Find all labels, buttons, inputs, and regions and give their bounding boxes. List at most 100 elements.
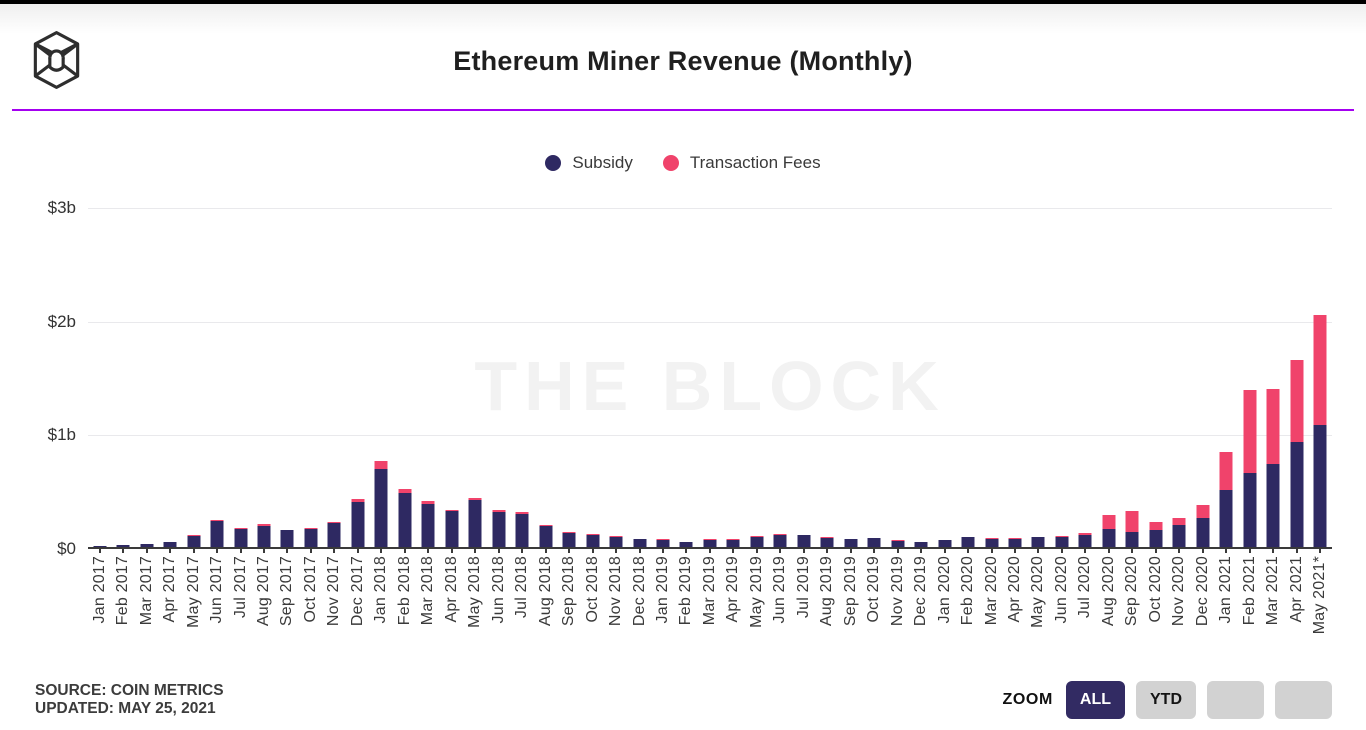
x-label: May 2017 (184, 556, 202, 628)
source-line: SOURCE: COIN METRICS (35, 681, 224, 699)
axis-tick (708, 549, 711, 553)
axis-tick (1272, 549, 1275, 553)
fees-segment (609, 536, 623, 538)
subsidy-segment (1243, 473, 1257, 547)
bar-jul-2019 (792, 208, 815, 547)
x-label: Aug 2018 (536, 556, 554, 627)
zoom-button-ytd[interactable]: YTD (1136, 681, 1196, 719)
bar-mar-2019 (698, 208, 721, 547)
axis-tick (450, 549, 453, 553)
axis-tick (474, 549, 477, 553)
x-label: Jun 2018 (489, 556, 507, 624)
fees-segment (374, 461, 388, 469)
x-label: Jan 2020 (935, 556, 953, 624)
fees-segment (492, 509, 506, 512)
fees-segment (1125, 510, 1139, 532)
axis-tick (591, 549, 594, 553)
x-label: Sep 2018 (560, 556, 578, 627)
axis-tick (873, 549, 876, 553)
axis-tick (943, 549, 946, 553)
updated-line: UPDATED: MAY 25, 2021 (35, 700, 216, 717)
x-label: Jan 2018 (372, 556, 390, 624)
subsidy-segment (1125, 531, 1139, 547)
y-tick-2b: $2b (47, 311, 76, 331)
subsidy-segment (398, 492, 412, 547)
bar-feb-2019 (675, 208, 698, 547)
axis-tick (521, 549, 524, 553)
subsidy-segment (656, 539, 670, 547)
bar-jun-2018 (487, 208, 510, 547)
plot-area: THE BLOCK (88, 208, 1332, 549)
fees-segment (1219, 451, 1233, 490)
bar-aug-2020 (1097, 208, 1120, 547)
x-label: Apr 2017 (161, 556, 179, 623)
top-strip (0, 0, 1366, 4)
x-label: Mar 2018 (419, 556, 437, 626)
subsidy-segment (844, 538, 858, 547)
x-label: Mar 2021 (1264, 556, 1282, 626)
legend-item-transaction-fees[interactable]: Transaction Fees (662, 153, 821, 173)
legend-label-subsidy: Subsidy (572, 153, 633, 172)
x-label: Oct 2017 (301, 556, 319, 623)
x-label: Jul 2019 (794, 556, 812, 619)
axis-tick (732, 549, 735, 553)
zoom-button-blank-2[interactable] (1207, 681, 1264, 719)
x-label: Jan 2021 (1217, 556, 1235, 624)
zoom-button-blank-3[interactable] (1275, 681, 1332, 719)
x-label: Mar 2019 (700, 556, 718, 626)
fees-segment (1031, 536, 1045, 538)
subsidy-segment (773, 534, 787, 547)
zoom-button-all[interactable]: ALL (1065, 681, 1125, 719)
subsidy-segment (797, 535, 811, 547)
subsidy-segment (633, 539, 647, 547)
subsidy-segment (679, 542, 693, 547)
fees-segment (985, 538, 999, 539)
subsidy-segment (210, 520, 224, 547)
legend-label-transaction-fees: Transaction Fees (689, 153, 821, 172)
subsidy-segment (562, 532, 576, 547)
x-label: Jan 2017 (90, 556, 108, 624)
bar-jul-2018 (510, 208, 533, 547)
bar-jul-2020 (1074, 208, 1097, 547)
subsidy-segment (1149, 529, 1163, 547)
fees-segment (304, 528, 318, 529)
subsidy-segment (586, 534, 600, 547)
legend-item-subsidy[interactable]: Subsidy (545, 153, 633, 173)
bar-aug-2017 (252, 208, 275, 547)
axis-tick (216, 549, 219, 553)
axis-tick (333, 549, 336, 553)
legend: Subsidy Transaction Fees (0, 151, 1366, 175)
fees-segment (1149, 522, 1163, 530)
x-label: Aug 2017 (255, 556, 273, 627)
bar-nov-2018 (604, 208, 627, 547)
bar-dec-2018 (628, 208, 651, 547)
axis-tick (990, 549, 993, 553)
fees-segment (468, 497, 482, 501)
axis-tick (309, 549, 312, 553)
subsidy-segment (539, 525, 553, 547)
x-label: Nov 2017 (325, 556, 343, 627)
subsidy-segment (1196, 518, 1210, 547)
fees-segment (1078, 532, 1092, 535)
axis-tick (638, 549, 641, 553)
bar-oct-2017 (299, 208, 322, 547)
bar-aug-2018 (534, 208, 557, 547)
subsidy-segment (116, 545, 130, 547)
axis-tick (1319, 549, 1322, 553)
bar-feb-2017 (111, 208, 134, 547)
axis-tick (967, 549, 970, 553)
x-label: Sep 2019 (841, 556, 859, 627)
fees-segment (1102, 515, 1116, 529)
bar-nov-2020 (1168, 208, 1191, 547)
axis-tick (286, 549, 289, 553)
x-label: Jul 2017 (231, 556, 249, 619)
bars-row (88, 208, 1332, 547)
fees-segment (1055, 536, 1069, 537)
axis-tick (1295, 549, 1298, 553)
bar-oct-2019 (862, 208, 885, 547)
x-label: May 2019 (747, 556, 765, 628)
axis-tick (403, 549, 406, 553)
subsidy-segment (327, 522, 341, 547)
axis-tick (896, 549, 899, 553)
fees-segment (820, 537, 834, 539)
